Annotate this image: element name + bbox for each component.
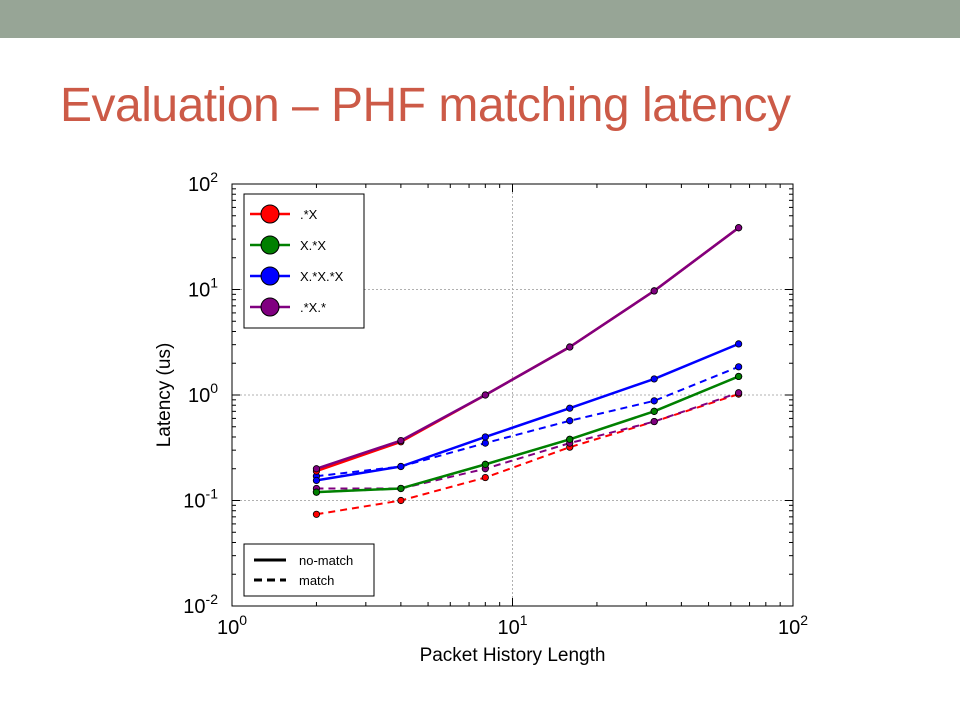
data-point [481, 473, 489, 482]
x-tick-label: 100 [217, 612, 247, 639]
data-points [312, 224, 743, 518]
legend-marker [260, 297, 280, 317]
data-point [481, 391, 489, 399]
series-line [316, 226, 740, 473]
y-tick-label: 10-1 [183, 486, 218, 513]
data-point [650, 397, 658, 405]
x-axis-label: Packet History Length [420, 645, 606, 666]
slide-title: Evaluation – PHF matching latency [60, 79, 791, 132]
series-line [316, 391, 739, 490]
data-point [650, 417, 658, 426]
legend-style-label: match [299, 573, 334, 588]
data-point [481, 439, 489, 447]
data-point [735, 389, 743, 397]
data-point [481, 460, 489, 468]
axis-ticks [231, 183, 794, 607]
data-point [566, 404, 574, 412]
series-line [316, 375, 740, 494]
legend-label: .*X.* [300, 300, 326, 315]
data-point [312, 488, 321, 496]
legend-label: .*X [300, 207, 318, 222]
y-tick-label: 102 [188, 169, 218, 196]
legend-style-box [243, 543, 375, 597]
series-line [316, 375, 740, 494]
tick-labels: 100 101 102 10-2 10-1 100 101 102 [183, 169, 808, 639]
x-tick-label: 101 [497, 612, 527, 639]
legend-series: .*X X.*X X.*X.*X .*X.* [243, 193, 365, 329]
data-point [735, 224, 743, 232]
series-line [316, 226, 740, 470]
series-line [316, 342, 740, 482]
y-tick-label: 10-2 [183, 591, 218, 618]
legend-marker [260, 266, 280, 286]
data-point [735, 340, 743, 348]
data-point [397, 484, 405, 493]
data-point [566, 417, 574, 425]
y-tick-label: 101 [188, 275, 218, 302]
data-point [397, 462, 405, 471]
legend-label: X.*X.*X [300, 269, 344, 284]
series-line [316, 393, 739, 516]
data-point [650, 407, 658, 415]
legend-label: X.*X [300, 238, 326, 253]
legend-marker [260, 235, 280, 255]
latency-chart: 100 101 102 10-2 10-1 100 101 102 Packet Histor… [154, 169, 808, 666]
data-point [566, 343, 574, 351]
data-point [566, 435, 574, 443]
y-tick-label: 100 [188, 380, 218, 407]
legend-style-label: no-match [299, 553, 353, 568]
data-point [735, 372, 743, 381]
top-bar [0, 0, 960, 38]
data-point [312, 465, 321, 473]
data-point [397, 496, 405, 505]
series-lines [316, 226, 740, 516]
data-point [481, 433, 489, 441]
data-point [312, 510, 321, 518]
y-axis-label: Latency (us) [154, 343, 175, 448]
series-line [316, 365, 740, 478]
legend-line-style: no-match match [243, 543, 375, 597]
data-point [735, 363, 743, 371]
data-point [650, 287, 658, 295]
data-point [312, 476, 321, 485]
data-point [650, 375, 658, 383]
x-tick-label: 102 [778, 612, 808, 639]
data-point [397, 436, 405, 445]
legend-marker [260, 204, 280, 224]
